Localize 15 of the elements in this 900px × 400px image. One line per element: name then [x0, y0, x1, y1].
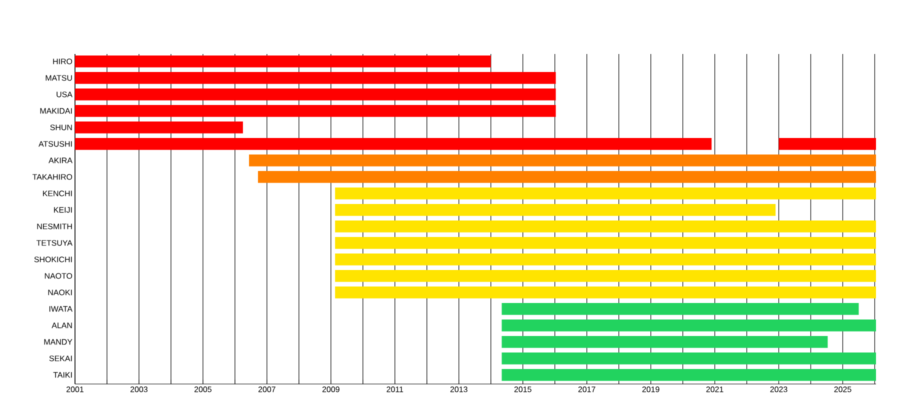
bar [502, 352, 876, 364]
bar [335, 270, 876, 282]
bar [502, 302, 859, 315]
bar [335, 286, 876, 298]
bar [335, 220, 876, 232]
bar [335, 253, 876, 266]
bar [502, 319, 876, 332]
bar [258, 170, 876, 183]
bar [335, 204, 776, 216]
bar [335, 236, 876, 249]
bar [778, 138, 876, 150]
bar [502, 336, 828, 348]
bar [502, 368, 876, 381]
bar [335, 187, 876, 200]
bar [249, 154, 876, 166]
